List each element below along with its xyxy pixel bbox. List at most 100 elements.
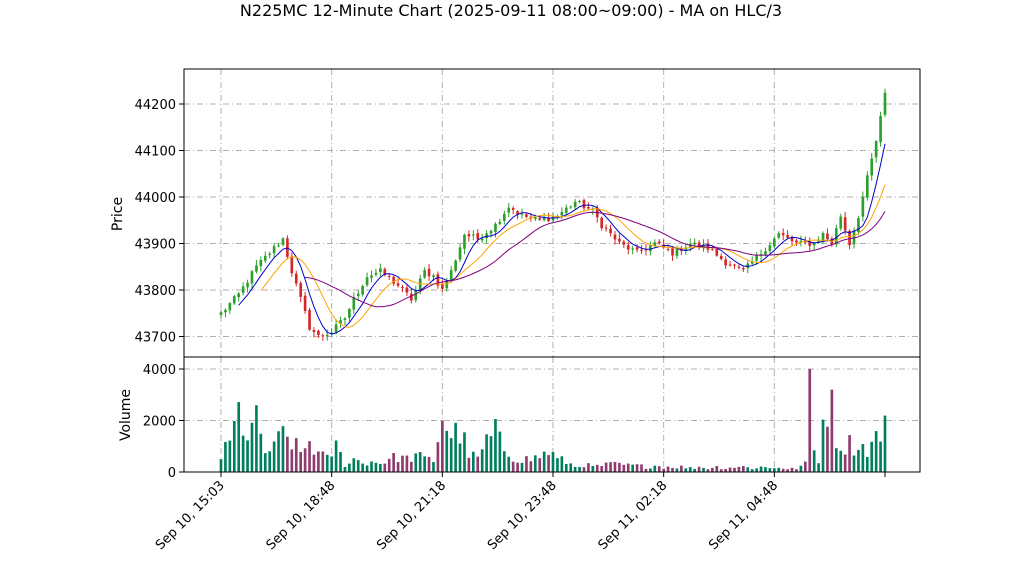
candle-body xyxy=(219,312,223,316)
candle-body xyxy=(263,255,267,261)
volume-bar xyxy=(680,465,683,472)
candle-body xyxy=(325,334,329,337)
price-tick-label: 44000 xyxy=(135,191,176,206)
volume-bar xyxy=(361,463,364,472)
candle-body xyxy=(587,207,590,209)
volume-tick-labels: 0 2000 4000 xyxy=(143,363,184,481)
candle-body xyxy=(604,227,608,229)
volume-bar xyxy=(281,426,285,472)
candle-body xyxy=(737,266,741,268)
x-tick-label: Sep 10, 18:48 xyxy=(264,478,339,553)
volume-bar xyxy=(272,441,276,472)
volume-bar xyxy=(812,450,816,472)
candle-body xyxy=(250,271,254,284)
candle-body xyxy=(489,230,493,234)
candle-body xyxy=(463,234,466,249)
candle-body xyxy=(573,201,577,208)
price-tick-label: 44100 xyxy=(135,145,176,160)
volume-bar xyxy=(640,464,643,472)
volume-bar xyxy=(582,467,586,472)
candle-body xyxy=(711,249,714,251)
candle-body xyxy=(410,293,413,301)
volume-bar xyxy=(538,458,542,472)
volume-bar xyxy=(644,468,648,472)
volume-bars xyxy=(219,369,887,472)
candle-body xyxy=(719,256,723,260)
candle-body xyxy=(356,293,360,296)
volume-bar xyxy=(768,468,772,472)
candle-body xyxy=(874,141,878,158)
candle-body xyxy=(693,242,696,245)
candle-body xyxy=(781,233,785,236)
volume-bar xyxy=(609,462,612,472)
candle-body xyxy=(640,249,643,251)
price-tick-labels: 43700 43800 43900 44000 44100 44200 xyxy=(135,98,184,346)
candle-body xyxy=(812,243,816,246)
candle-body xyxy=(405,287,409,293)
candle-body xyxy=(294,273,298,284)
volume-bar xyxy=(737,466,741,472)
volume-bar xyxy=(799,465,803,472)
volume-bar xyxy=(321,451,325,472)
volume-bar xyxy=(418,452,422,472)
candle-body xyxy=(507,207,511,213)
volume-bar xyxy=(547,455,550,472)
candle-body xyxy=(246,282,249,288)
volume-bar xyxy=(370,461,373,472)
volume-bar xyxy=(379,463,382,472)
volume-bar xyxy=(755,468,758,472)
candle-body xyxy=(436,274,440,286)
volume-bar xyxy=(529,461,533,472)
volume-bar xyxy=(299,452,303,472)
volume-bar xyxy=(834,448,838,472)
candle-body xyxy=(379,268,382,273)
volume-tick-label: 2000 xyxy=(143,415,176,430)
candle-body xyxy=(312,329,316,333)
candle-body xyxy=(728,264,732,266)
ma-mid-line xyxy=(260,184,886,328)
candle-body xyxy=(454,260,457,271)
candle-body xyxy=(387,275,391,277)
candle-body xyxy=(343,318,347,320)
volume-bar xyxy=(795,469,798,472)
candle-body xyxy=(432,275,435,277)
candle-body xyxy=(308,309,311,330)
candle-body xyxy=(808,241,812,246)
volume-bar xyxy=(339,451,342,472)
candle-body xyxy=(502,213,506,221)
candle-body xyxy=(852,230,856,245)
volume-bar xyxy=(277,431,280,472)
candlestick-series xyxy=(219,88,887,341)
volume-bar xyxy=(471,451,475,472)
candle-body xyxy=(644,249,648,251)
volume-bar xyxy=(551,452,555,472)
candle-body xyxy=(511,208,515,210)
volume-bar xyxy=(865,456,869,472)
volume-bar xyxy=(467,457,471,472)
volume-bar xyxy=(879,441,882,472)
volume-bar xyxy=(746,467,750,472)
volume-bar xyxy=(317,451,320,472)
candle-body xyxy=(396,283,400,286)
volume-bar xyxy=(246,440,249,472)
volume-bar xyxy=(485,434,488,472)
volume-bar xyxy=(808,369,812,472)
candle-body xyxy=(533,216,537,219)
volume-bar xyxy=(852,455,856,472)
candle-body xyxy=(232,296,236,304)
x-tick-label: Sep 10, 21:18 xyxy=(374,478,449,553)
candle-body xyxy=(259,259,263,267)
candle-body xyxy=(826,233,829,240)
candle-body xyxy=(383,269,387,276)
volume-bar xyxy=(773,468,776,472)
candle-body xyxy=(834,228,838,245)
volume-bar xyxy=(817,463,820,472)
volume-bar xyxy=(560,456,564,472)
candle-body xyxy=(777,233,781,238)
volume-panel-frame xyxy=(183,356,921,473)
candle-body xyxy=(817,240,820,242)
x-tick-label: Sep 11, 04:48 xyxy=(706,478,781,553)
candle-body xyxy=(290,256,294,274)
